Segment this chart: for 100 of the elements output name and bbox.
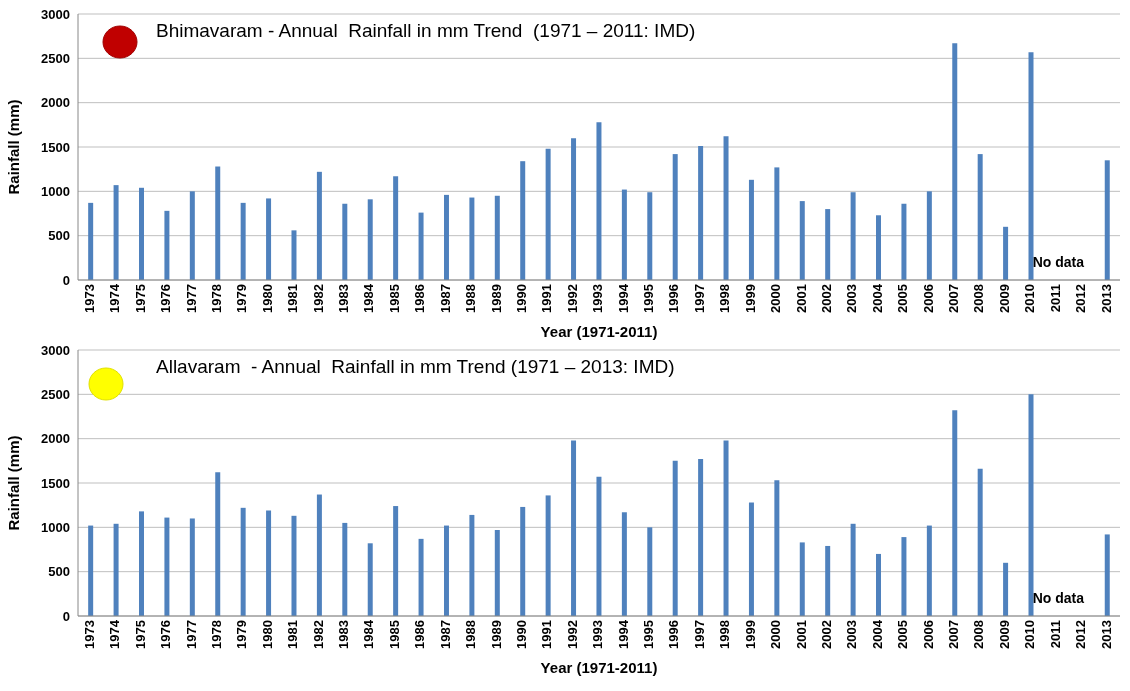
- bar: [952, 43, 958, 280]
- bar: [164, 517, 170, 616]
- bar: [571, 138, 577, 280]
- x-tick-label: 1988: [463, 284, 479, 313]
- bar: [1028, 394, 1034, 616]
- x-tick-label: 2011: [1047, 620, 1063, 649]
- bar: [494, 529, 500, 616]
- bar: [952, 410, 958, 616]
- x-tick-label: 1989: [488, 284, 504, 313]
- y-tick-label: 500: [48, 228, 70, 244]
- y-axis-title: Rainfall (mm): [5, 435, 23, 531]
- x-tick-label: 1992: [564, 620, 580, 649]
- x-tick-label: 1997: [691, 284, 707, 313]
- x-tick-label: 1980: [259, 284, 275, 313]
- bar: [901, 537, 907, 616]
- x-tick-label: 2010: [1022, 284, 1038, 313]
- bar: [926, 191, 932, 280]
- x-tick-label: 2009: [996, 620, 1012, 649]
- bar: [596, 122, 602, 280]
- x-tick-label: 2012: [1073, 284, 1089, 313]
- x-tick-label: 2003: [844, 620, 860, 649]
- x-tick-label: 1974: [107, 619, 123, 649]
- bar: [876, 553, 882, 616]
- bar: [977, 154, 983, 280]
- x-tick-label: 2001: [793, 620, 809, 649]
- x-tick-label: 1983: [336, 284, 352, 313]
- bar: [571, 440, 577, 616]
- bar: [139, 511, 144, 616]
- bar: [367, 543, 373, 616]
- x-tick-label: 2007: [946, 620, 962, 649]
- bar: [723, 136, 729, 280]
- bar: [1003, 562, 1009, 616]
- bar: [672, 460, 678, 616]
- bar: [189, 191, 195, 280]
- x-tick-label: 1999: [742, 620, 758, 649]
- x-tick-label: 1985: [386, 284, 402, 313]
- x-tick-label: 1977: [183, 620, 199, 649]
- x-tick-label: 2013: [1098, 620, 1114, 649]
- bar: [799, 201, 805, 280]
- bar: [774, 167, 780, 280]
- x-tick-label: 1986: [412, 620, 428, 649]
- x-tick-label: 1975: [132, 620, 148, 649]
- x-tick-label: 1973: [81, 620, 97, 649]
- bar: [443, 525, 449, 616]
- x-tick-label: 2008: [971, 620, 987, 649]
- x-axis-title: Year (1971-2011): [540, 322, 658, 340]
- x-tick-label: 1987: [437, 620, 453, 649]
- bar: [774, 480, 780, 616]
- x-tick-label: 1976: [158, 284, 174, 313]
- x-tick-label: 1989: [488, 620, 504, 649]
- bar: [850, 192, 856, 280]
- y-tick-label: 1000: [41, 519, 70, 535]
- x-tick-label: 1974: [107, 283, 123, 313]
- bar: [748, 502, 754, 616]
- x-tick-label: 2004: [869, 619, 885, 649]
- x-tick-label: 1995: [641, 620, 657, 649]
- x-tick-label: 1994: [615, 283, 631, 313]
- x-tick-label: 2005: [895, 620, 911, 649]
- bar: [621, 512, 627, 616]
- x-tick-label: 2006: [920, 620, 936, 649]
- bar: [240, 507, 246, 616]
- bar: [698, 146, 704, 280]
- bar: [113, 523, 119, 616]
- chart-title: Allavaram - Annual Rainfall in mm Trend (1971 – 2013: IMD): [156, 356, 675, 378]
- bar: [342, 522, 348, 616]
- bar: [545, 495, 551, 616]
- x-tick-label: 1979: [234, 620, 250, 649]
- bar: [443, 194, 449, 280]
- x-tick-label: 1976: [158, 620, 174, 649]
- x-axis-title: Year (1971-2011): [540, 658, 658, 676]
- x-tick-label: 1983: [336, 620, 352, 649]
- y-tick-label: 0: [62, 272, 70, 288]
- x-tick-label: 1992: [564, 284, 580, 313]
- x-tick-label: 2005: [895, 284, 911, 313]
- bar: [520, 161, 526, 280]
- bar: [647, 527, 653, 616]
- bar: [418, 538, 424, 616]
- x-tick-label: 1984: [361, 619, 377, 649]
- x-tick-label: 2003: [844, 284, 860, 313]
- y-tick-label: 1000: [41, 183, 70, 199]
- bar: [621, 189, 627, 280]
- x-tick-label: 1996: [666, 284, 682, 313]
- x-tick-label: 1975: [132, 284, 148, 313]
- y-tick-label: 0: [62, 608, 70, 624]
- x-tick-label: 1990: [513, 284, 529, 313]
- bar: [88, 202, 94, 280]
- x-tick-label: 2000: [768, 284, 784, 313]
- x-tick-label: 1982: [310, 284, 326, 313]
- x-tick-label: 2002: [818, 284, 834, 313]
- bar: [596, 476, 602, 616]
- bar: [139, 187, 144, 280]
- x-tick-label: 1991: [539, 620, 555, 649]
- y-tick-label: 500: [48, 564, 70, 580]
- bar: [901, 203, 907, 280]
- bar: [850, 523, 856, 616]
- bar: [698, 459, 704, 616]
- x-tick-label: 1977: [183, 284, 199, 313]
- x-tick-label: 2007: [946, 284, 962, 313]
- bar: [748, 179, 754, 280]
- bar: [469, 514, 475, 616]
